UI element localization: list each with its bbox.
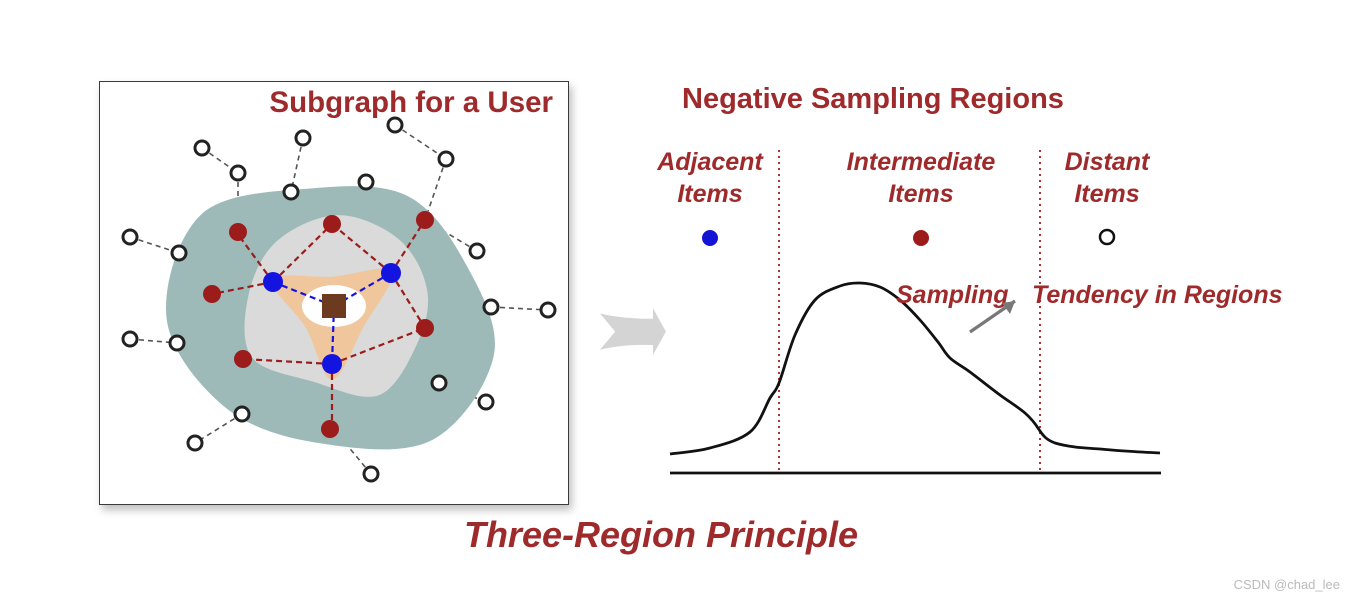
- svg-text:Intermediate: Intermediate: [847, 148, 996, 176]
- svg-text:Distant: Distant: [1065, 148, 1151, 176]
- svg-text:Items: Items: [1074, 180, 1139, 208]
- svg-text:Adjacent: Adjacent: [656, 148, 764, 176]
- svg-text:Sampling: Sampling: [896, 281, 1009, 309]
- svg-text:Items: Items: [888, 180, 953, 208]
- svg-text:Items: Items: [677, 180, 742, 208]
- svg-text:Tendency in Regions: Tendency in Regions: [1032, 281, 1283, 309]
